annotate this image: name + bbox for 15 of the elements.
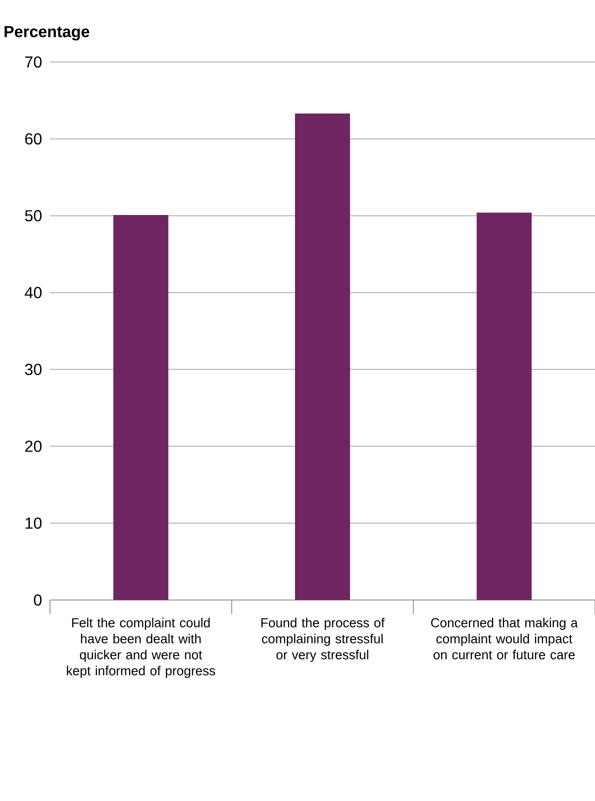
y-tick-label: 30: [25, 364, 42, 376]
y-tick-label: 40: [24, 286, 42, 298]
y-tick-label: 10: [26, 517, 42, 529]
y-tick-label: 50: [25, 210, 42, 222]
bar: [295, 113, 350, 600]
y-axis-title: Percentage: [4, 26, 90, 40]
y-tick-label: 70: [25, 56, 42, 68]
bar: [476, 212, 532, 600]
x-tick-label: Found the process of complaining stressful or very stressful: [261, 618, 385, 662]
bar: [113, 214, 168, 600]
x-tick-label: Felt the complaint could have been dealt with quicker and were not kept informed of progress: [66, 618, 216, 678]
y-tick-label: 60: [25, 133, 42, 145]
x-tick-label: Concerned that making a complaint would impact on current or future care: [431, 618, 578, 660]
y-tick-label: 0: [34, 594, 42, 606]
y-tick-label: 20: [25, 440, 42, 452]
